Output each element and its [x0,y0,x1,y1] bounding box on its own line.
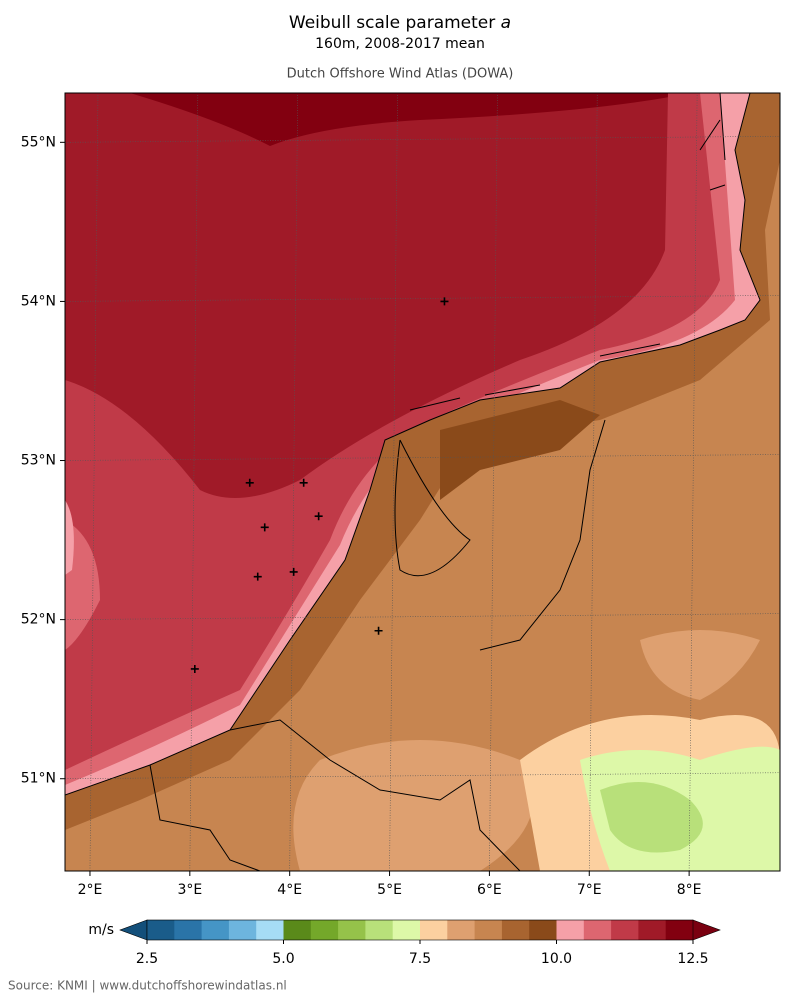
map-frame [64,92,781,872]
colorbar-segment [474,920,503,940]
title-text: Weibull scale parameter [289,13,495,33]
source: Source: KNMI | www.dutchoffshorewindatla… [8,979,287,993]
grid-line [289,93,298,871]
colorbar-segment [256,920,284,940]
land-coast [65,93,780,830]
colorbar-segment [447,920,476,940]
colorbar-segment [147,920,175,940]
site-marker [374,626,383,635]
colorbar-segment [611,920,639,940]
colorbar-segment [556,920,585,940]
colorbar-segment [201,920,230,940]
colorbar-label: m/s [88,922,114,938]
x-tick-label: 2°E [78,882,103,898]
x-tick-label: 4°E [277,882,302,898]
sea-band [130,93,690,146]
chart-title: Weibull scale parameter a [289,13,511,33]
y-tick-label: 52°N [21,612,56,628]
site-marker [299,478,308,487]
y-tick-label: 51°N [21,771,56,787]
colorbar-segment [365,920,394,940]
grid-line [65,454,780,461]
grid-line [65,136,780,143]
colorbar-segment [529,920,557,940]
y-tick-label: 53°N [21,453,56,469]
colorbar-tick-label: 12.5 [677,951,708,967]
y-tick-label: 55°N [21,134,56,150]
site-marker [440,297,449,306]
grid-line [65,613,780,620]
grid-line [688,93,698,871]
x-tick-label: 7°E [577,882,602,898]
colorbar-segment [392,920,421,940]
graticule [65,93,780,871]
colorbar-segment [420,920,448,940]
site-marker [260,523,269,532]
title-symbol: a [501,13,511,33]
land-patch [600,782,703,853]
coastline [65,93,761,796]
x-tick-label: 5°E [377,882,402,898]
land-patch [293,740,534,871]
site-marker [289,567,298,576]
colorbar-segment [501,920,530,940]
colorbar-extend [119,919,148,941]
x-tick-label: 6°E [477,882,502,898]
colorbar-segment [174,920,203,940]
site-marker [314,512,323,521]
colorbar-segment [638,920,667,940]
colorbar-tick-label: 2.5 [136,951,158,967]
grid-line [588,93,598,871]
island [409,119,726,411]
grid-line [89,93,99,871]
coastline [394,439,471,577]
colorbar-tick-label: 7.5 [409,951,431,967]
border [149,93,726,871]
colorbar-segment [583,920,612,940]
x-tick-label: 3°E [177,882,202,898]
colorbar-tick-label: 10.0 [541,951,572,967]
colorbar-segment [338,920,366,940]
grid-line [65,772,780,780]
site-marker [253,572,262,581]
map [65,93,780,871]
colorbar-extend [692,919,721,941]
overlay: 2°E 3°E 4°E 5°E 6°E 7°E 8°E 51°N 52°N 53°N 54°N 55°… [21,134,721,967]
attribution: Dutch Offshore Wind Atlas (DOWA) [287,67,514,82]
colorbar-segment [283,920,312,940]
land-patch [440,400,600,500]
grid-line [65,295,780,302]
colorbar-segment [310,920,339,940]
land-patch [640,630,760,700]
colorbar-tick-label: 5.0 [272,951,294,967]
sea-band [65,520,100,650]
grid-line [389,93,398,871]
site-marker [190,664,199,673]
chart-subtitle: 160m, 2008-2017 mean [315,36,485,52]
grid-line [489,93,498,871]
sea-band [65,500,74,575]
x-tick-label: 8°E [677,882,702,898]
colorbar-segment [665,920,694,940]
colorbar-segment [228,920,257,940]
site-marker [245,478,254,487]
grid-line [189,93,199,871]
y-tick-label: 54°N [21,293,56,309]
